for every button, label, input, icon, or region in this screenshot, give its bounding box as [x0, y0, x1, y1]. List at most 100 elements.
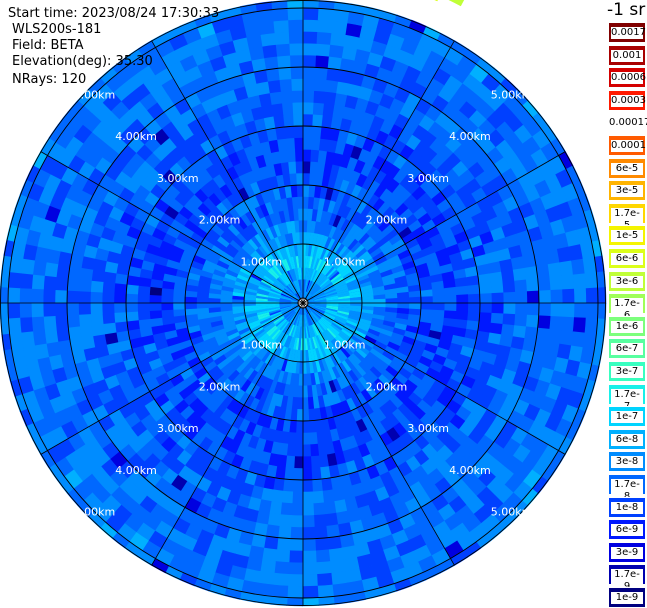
range-gate-cell — [391, 408, 406, 423]
colorbar-cell: 1.7e-7 — [608, 383, 646, 413]
range-gate-cell — [304, 326, 307, 339]
range-gate-cell — [343, 324, 356, 333]
range-gate-cell — [203, 360, 218, 373]
range-gate-cell — [260, 402, 271, 416]
range-gate-cell — [215, 201, 229, 216]
range-gate-cell — [198, 422, 213, 437]
range-gate-cell — [264, 241, 274, 254]
range-gate-cell — [50, 160, 69, 180]
range-gate-cell — [285, 286, 295, 296]
range-gate-cell — [311, 324, 318, 337]
range-gate-cell — [291, 325, 297, 338]
range-gate-cell — [322, 263, 331, 275]
range-gate-cell — [351, 184, 363, 198]
range-gate-cell — [449, 550, 469, 567]
range-gate-cell — [196, 291, 210, 299]
range-gate-cell — [191, 144, 207, 160]
range-gate-cell — [302, 444, 311, 457]
range-gate-cell — [137, 293, 150, 303]
range-gate-cell — [512, 218, 528, 235]
range-gate-cell — [168, 555, 188, 573]
range-gate-cell — [172, 302, 186, 310]
range-gate-cell — [504, 113, 524, 133]
range-gate-cell — [256, 462, 269, 477]
range-gate-cell — [11, 240, 27, 259]
range-gate-cell — [221, 197, 234, 212]
range-gate-cell — [440, 407, 456, 423]
range-gate-cell — [488, 67, 507, 85]
range-gate-cell — [64, 450, 84, 470]
range-gate-cell — [369, 366, 383, 379]
range-gate-cell — [382, 320, 396, 328]
range-gate-cell — [532, 129, 552, 150]
range-gate-cell — [245, 337, 258, 348]
radial-line — [151, 40, 304, 304]
range-gate-cell — [200, 556, 220, 573]
range-gate-cell — [290, 526, 303, 540]
range-gate-cell — [308, 408, 316, 422]
range-gate-cell — [352, 350, 365, 362]
range-gate-cell — [279, 78, 293, 92]
range-gate-cell — [275, 126, 287, 140]
range-gate-cell — [220, 302, 233, 308]
range-gate-cell — [317, 8, 335, 22]
range-gate-cell — [232, 291, 245, 297]
range-gate-cell — [355, 392, 368, 406]
range-gate-cell — [233, 504, 248, 520]
range-gate-cell — [442, 317, 456, 328]
range-gate-cell — [538, 222, 555, 240]
range-gate-cell — [332, 214, 342, 228]
range-gate-cell — [228, 565, 247, 581]
range-gate-cell — [369, 273, 382, 282]
range-gate-cell — [296, 409, 303, 422]
range-gate-cell — [211, 496, 227, 513]
range-gate-cell — [39, 449, 56, 469]
range-gate-cell — [10, 208, 23, 227]
range-gate-cell — [344, 496, 359, 512]
range-gate-cell — [342, 106, 356, 121]
range-gate-cell — [255, 297, 268, 302]
range-gate-cell — [263, 322, 275, 331]
range-gate-cell — [305, 314, 310, 327]
range-gate-cell — [188, 397, 203, 412]
range-ring-label: 4.00km — [115, 464, 157, 477]
range-gate-cell — [386, 211, 400, 225]
range-gate-cell — [350, 241, 362, 254]
range-gate-cell — [306, 255, 311, 269]
range-gate-cell — [550, 137, 567, 157]
range-gate-cell — [243, 568, 261, 583]
range-gate-cell — [355, 247, 368, 259]
range-gate-cell — [91, 484, 112, 504]
range-gate-cell — [272, 187, 282, 201]
range-gate-cell — [214, 332, 228, 342]
range-gate-cell — [255, 510, 270, 525]
range-gate-cell — [114, 311, 127, 323]
range-gate-cell — [320, 317, 331, 327]
range-gate-cell — [277, 370, 285, 384]
range-gate-cell — [345, 397, 357, 412]
range-gate-cell — [290, 244, 296, 257]
range-gate-cell — [201, 33, 220, 50]
range-gate-cell — [299, 361, 303, 375]
range-gate-cell — [328, 212, 338, 226]
colorbar-cell: 6e-5 — [608, 157, 646, 179]
range-gate-cell — [54, 289, 68, 303]
range-gate-cell — [501, 222, 517, 238]
range-gate-cell — [88, 77, 107, 95]
range-gate-cell — [385, 298, 398, 304]
range-gate-cell — [260, 32, 277, 47]
range-gate-cell — [255, 295, 269, 300]
range-gate-cell — [416, 399, 432, 415]
range-gate-cell — [394, 351, 409, 363]
range-gate-cell — [266, 403, 276, 418]
range-gate-cell — [326, 305, 339, 309]
range-gate-cell — [499, 334, 514, 348]
range-gate-cell — [383, 283, 397, 291]
range-gate-cell — [271, 151, 282, 165]
range-gate-cell — [137, 310, 151, 321]
range-gate-cell — [362, 373, 375, 386]
range-gate-cell — [332, 439, 343, 454]
range-gate-cell — [538, 303, 552, 317]
range-gate-cell — [192, 254, 207, 265]
range-gate-cell — [335, 510, 350, 525]
